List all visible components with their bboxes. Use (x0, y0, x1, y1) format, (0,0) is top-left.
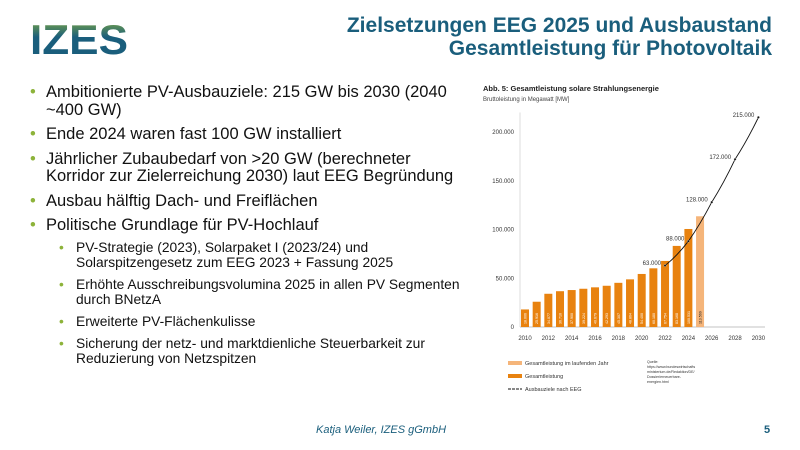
x-tick-label: 2022 (658, 336, 672, 342)
bar-value-label: 37.900 (570, 313, 574, 324)
bullet-item: Ausbau hälftig Dach- und Freiflächen (30, 192, 470, 211)
svg-text:IZES: IZES (30, 20, 128, 58)
bullet-item: Jährlicher Zubaubedarf von >20 GW (berec… (30, 150, 470, 186)
sub-bullet-item: PV-Strategie (2023), Solarpaket I (2023/… (59, 240, 470, 270)
target-point (710, 200, 714, 204)
slide-title: Zielsetzungen EEG 2025 und Ausbaustand G… (347, 14, 772, 60)
bar-2014 (567, 290, 576, 327)
bar-2012 (544, 293, 553, 327)
x-tick-label: 2028 (728, 336, 742, 342)
x-tick-label: 2024 (682, 336, 696, 342)
x-tick-label: 2020 (635, 336, 649, 342)
page-number: 5 (764, 424, 771, 436)
target-point (733, 157, 737, 161)
legend-label: Gesamtleistung (525, 374, 563, 380)
footer-author: Katja Weiler, IZES gGmbH (316, 424, 447, 436)
title-line-1: Zielsetzungen EEG 2025 und Ausbaustand (346, 14, 772, 37)
x-tick-label: 2012 (542, 336, 556, 342)
source-line: Quelle: (647, 360, 658, 364)
y-tick-label: 100.000 (492, 228, 514, 234)
bar-value-label: 34.077 (547, 313, 551, 324)
bar-2023 (672, 245, 681, 327)
bar-2022 (661, 260, 670, 327)
bar-2011 (532, 301, 541, 327)
y-tick-label: 150.000 (492, 179, 514, 185)
target-value-label: 215.000 (733, 113, 755, 119)
bar-2013 (556, 291, 565, 327)
bar-2020 (637, 273, 646, 327)
sub-bullet-item: Sicherung der netz- und marktdienliche S… (59, 336, 470, 366)
x-tick-label: 2018 (612, 336, 626, 342)
bar-value-label: 54.400 (640, 313, 644, 324)
target-value-label: 63.000 (643, 261, 662, 267)
sub-bullet-item: Erhöhte Ausschreibungsvolumina 2025 in a… (59, 277, 470, 307)
bar-2025 (696, 216, 705, 327)
target-line (664, 117, 759, 266)
target-value-label: 172.000 (709, 155, 731, 161)
bar-value-label: 100.531 (687, 311, 691, 324)
bar-value-label: 36.710 (559, 313, 563, 324)
bar-value-label: 67.754 (664, 313, 668, 324)
bar-2024 (684, 228, 693, 327)
bar-value-label: 39.224 (582, 313, 586, 324)
legend-swatch-total (508, 374, 522, 378)
bar-2017 (602, 285, 611, 327)
target-value-label: 128.000 (686, 198, 708, 204)
chart-source: Quelle: https://www.bundeswirtschafts mi… (647, 360, 695, 384)
chart-title: Abb. 5: Gesamtleistung solare Strahlungs… (483, 84, 659, 93)
target-label-bg (660, 235, 685, 243)
target-label-bg (637, 259, 662, 267)
x-tick-label: 2026 (705, 336, 719, 342)
bar-2018 (614, 282, 623, 327)
bar-value-label: 60.180 (652, 313, 656, 324)
legend-label: Ausbauziele nach EEG (525, 387, 582, 393)
bar-2010 (521, 309, 529, 327)
target-point (757, 116, 760, 119)
target-value-label: 88.000 (666, 237, 685, 243)
y-tick-label: 50.000 (496, 276, 515, 282)
izes-logo: IZES (30, 20, 128, 58)
bar-2019 (626, 279, 635, 327)
bullet-item: Ende 2024 waren fast 100 GW installiert (30, 125, 470, 144)
legend-label: Gesamtleistung im laufenden Jahr (525, 361, 609, 367)
target-point (687, 239, 690, 243)
x-tick-label: 2016 (588, 336, 602, 342)
y-tick-label: 0 (511, 325, 515, 331)
bar-value-label: 48.864 (629, 313, 633, 324)
bar-2021 (649, 268, 658, 327)
target-label-bg (683, 196, 708, 204)
bar-value-label: 42.293 (605, 313, 609, 324)
bullet-item: Ambitionierte PV-Ausbauziele: 215 GW bis… (30, 83, 470, 119)
bar-2015 (579, 288, 588, 327)
bar-value-label: 40.679 (594, 313, 598, 324)
x-tick-label: 2014 (565, 336, 579, 342)
source-line: https://www.bundeswirtschafts (647, 365, 695, 369)
source-line: Dossier/erneuerbare- (647, 375, 682, 379)
title-line-2: Gesamtleistung für Photovoltaik (448, 37, 772, 60)
y-tick-label: 200.000 (492, 130, 514, 136)
bullet-list: Ambitionierte PV-Ausbauziele: 215 GW bis… (30, 83, 470, 373)
target-label-bg (730, 111, 755, 119)
source-line: energien.html (647, 380, 669, 384)
bar-value-label: 45.307 (617, 313, 621, 324)
bar-2016 (591, 287, 600, 327)
target-point (663, 264, 667, 267)
target-label-bg (707, 153, 732, 161)
sub-bullet-item: Erweiterte PV-Flächenkulisse (59, 314, 470, 329)
x-tick-label: 2010 (518, 336, 532, 342)
bar-value-label: 83.168 (675, 313, 679, 324)
bar-value-label: 25.916 (535, 313, 539, 324)
bar-value-label: 18.006 (524, 313, 528, 324)
x-tick-label: 2030 (752, 336, 766, 342)
bullet-item: Politische Grundlage für PV-Hochlauf (30, 216, 470, 235)
chart-subtitle: Bruttoleistung in Megawatt [MW] (483, 97, 570, 103)
pv-capacity-chart: Abb. 5: Gesamtleistung solare Strahlungs… (483, 84, 766, 393)
legend-swatch-current-year (508, 361, 522, 365)
source-line: ministerium.de/Redaktion/DE/ (647, 370, 695, 374)
chart-legend: Gesamtleistung im laufenden Jahr Gesamtl… (508, 361, 609, 393)
bar-value-label: 113.569 (699, 311, 703, 324)
